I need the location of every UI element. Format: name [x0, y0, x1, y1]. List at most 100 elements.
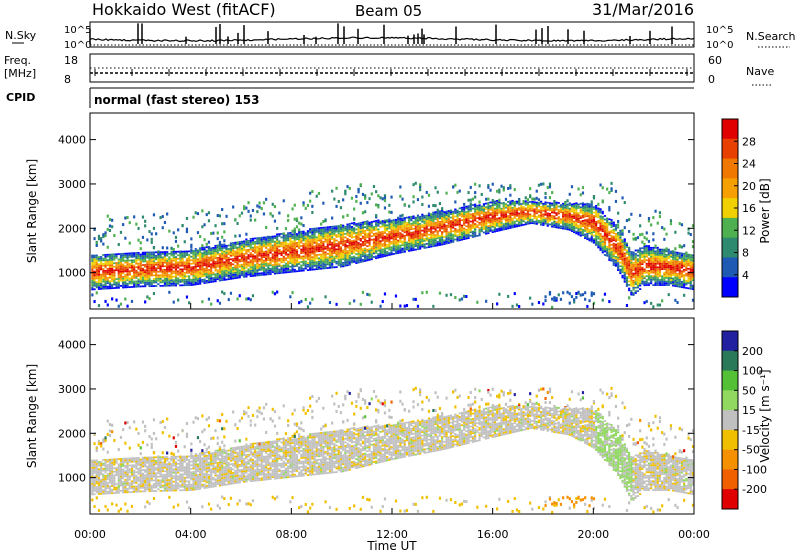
power-cell — [111, 297, 114, 301]
power-cell — [128, 279, 131, 281]
power-cell — [482, 217, 486, 220]
power-cell — [278, 272, 281, 275]
power-cell — [194, 258, 197, 261]
power-cell — [225, 262, 228, 265]
power-cell — [152, 226, 156, 230]
power-cell — [599, 218, 602, 221]
power-cell — [614, 248, 618, 251]
power-cell — [617, 246, 620, 248]
power-cell — [562, 217, 565, 219]
power-cell — [280, 272, 283, 274]
power-cell — [386, 224, 389, 227]
power-cell — [218, 240, 222, 244]
power-cell — [441, 218, 444, 221]
power-cell — [339, 253, 343, 256]
power-cell — [515, 303, 519, 307]
power-cell — [432, 225, 435, 228]
power-cell — [265, 261, 268, 263]
power-cell — [91, 286, 94, 289]
power-cell — [403, 218, 406, 221]
power-cell — [430, 213, 433, 217]
power-cell — [100, 268, 103, 271]
power-cell — [599, 229, 602, 232]
power-cell — [304, 241, 307, 243]
power-cell — [251, 267, 255, 270]
power-cell — [251, 237, 255, 240]
power-cell — [355, 233, 358, 236]
power-cell — [471, 221, 475, 224]
power-cell — [489, 222, 492, 225]
power-cell — [441, 220, 444, 223]
power-cell — [423, 232, 426, 235]
power-cell — [170, 272, 173, 275]
power-cell — [298, 234, 301, 237]
power-cell — [133, 285, 136, 288]
power-cell — [335, 266, 338, 268]
power-cell — [214, 252, 217, 254]
power-cell — [122, 270, 125, 273]
power-cell — [390, 228, 393, 231]
power-cell — [130, 253, 134, 257]
power-cell — [570, 219, 574, 222]
power-cell — [331, 241, 334, 244]
power-cell — [454, 231, 457, 234]
power-cell — [623, 257, 626, 260]
freq-unit: [MHz] — [4, 67, 36, 80]
power-cell — [524, 209, 527, 212]
power-cell — [456, 239, 459, 242]
power-cell — [364, 260, 367, 262]
power-cell — [375, 257, 378, 260]
power-cell — [586, 222, 589, 225]
power-cell — [139, 241, 142, 245]
power-cell — [271, 214, 274, 218]
power-cell — [328, 261, 332, 264]
power-cell — [548, 218, 552, 221]
power-cell — [337, 226, 340, 229]
power-cell — [137, 251, 140, 254]
power-cell — [119, 269, 123, 271]
power-cell — [606, 231, 609, 234]
power-cell — [108, 262, 112, 265]
power-cell — [359, 248, 362, 251]
power-cell — [212, 247, 215, 249]
power-cell — [258, 244, 261, 246]
power-cell — [258, 251, 261, 254]
power-cell — [436, 190, 439, 194]
power-cell — [394, 229, 398, 232]
power-cell — [115, 267, 118, 270]
power-cell — [460, 206, 464, 209]
power-cell — [181, 259, 184, 262]
power-cell — [271, 235, 274, 238]
power-cell — [326, 260, 329, 262]
power-cell — [170, 281, 173, 283]
power-cell — [630, 270, 633, 273]
power-cell — [608, 248, 611, 251]
power-cell — [625, 256, 629, 259]
power-cell — [364, 221, 367, 225]
power-cell — [190, 273, 193, 276]
power-cell — [546, 223, 549, 225]
power-cell — [628, 269, 631, 272]
power-cell — [540, 214, 543, 217]
power-cell — [311, 245, 314, 248]
power-cell — [104, 285, 107, 288]
power-cell — [564, 204, 567, 207]
power-cell — [493, 200, 497, 203]
power-cell — [335, 253, 338, 256]
power-cell — [210, 268, 213, 271]
power-cell — [575, 230, 578, 233]
power-cell — [102, 270, 105, 272]
power-cell — [196, 270, 200, 273]
power-cell — [326, 240, 329, 243]
power-cell — [216, 269, 219, 272]
power-cell — [260, 240, 263, 243]
power-cell — [513, 213, 516, 216]
power-cell — [223, 270, 226, 272]
power-cell — [172, 279, 175, 282]
power-cell — [454, 183, 457, 187]
power-cell — [394, 227, 398, 230]
power-cell — [399, 249, 402, 252]
power-cell — [95, 259, 98, 262]
power-cell — [513, 200, 516, 204]
power-cell — [291, 265, 294, 268]
